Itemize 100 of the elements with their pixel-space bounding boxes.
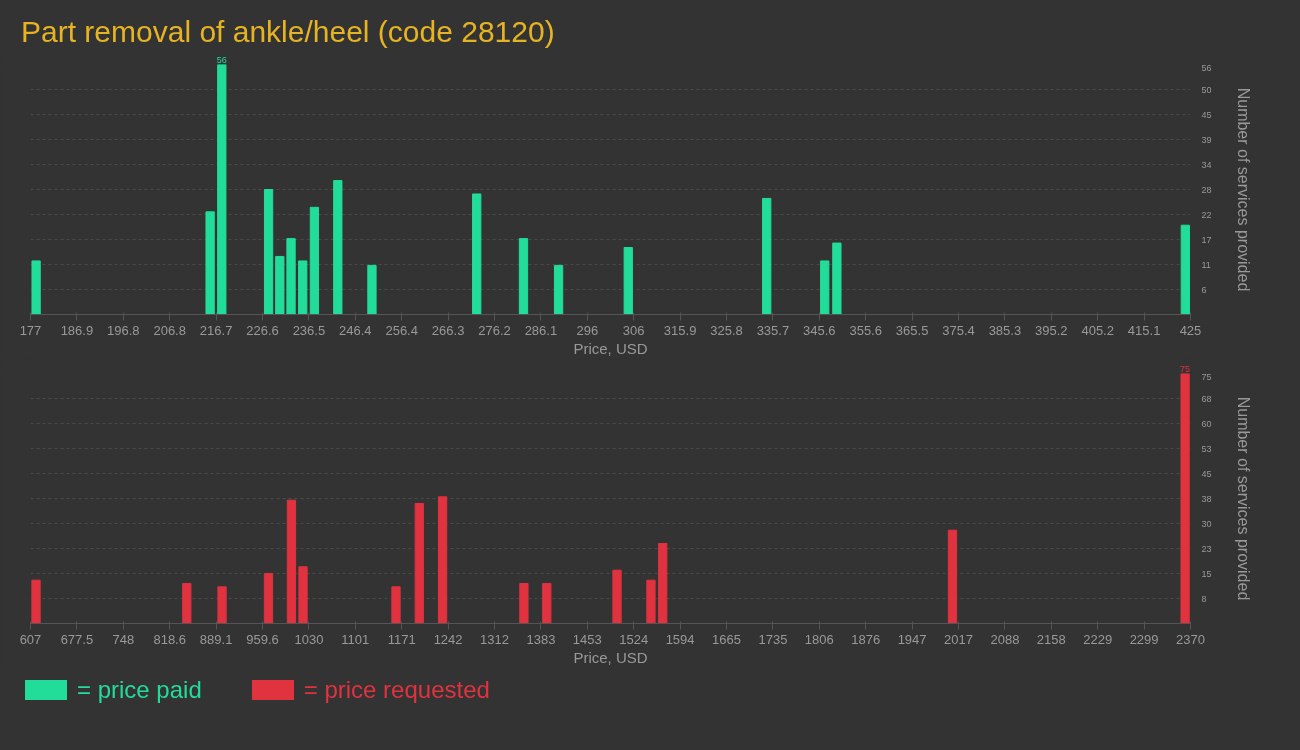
x-tick-label: 2088 — [990, 631, 1020, 647]
chart-title: Part removal of ankle/heel (code 28120) — [21, 14, 555, 50]
x-tick-label: 345.6 — [803, 322, 836, 338]
bar — [263, 573, 274, 624]
x-tick-label: 1453 — [572, 631, 602, 647]
x-tick-label: 266.3 — [431, 322, 465, 338]
bar — [182, 583, 192, 624]
x-tick-label: 1030 — [294, 631, 324, 647]
data-label: 56 — [216, 54, 227, 65]
x-axis-title: Price, USD — [573, 648, 648, 666]
bar — [646, 579, 656, 624]
y-axis-title: Number of services provided — [1234, 396, 1252, 601]
y-tick-label: 45 — [1201, 468, 1212, 479]
x-tick-label: 256.4 — [385, 322, 418, 338]
x-tick-label: 959.6 — [246, 631, 279, 647]
x-tick-label: 405.2 — [1081, 322, 1114, 338]
bar — [286, 499, 297, 624]
y-axis-title: Number of services provided — [1234, 87, 1252, 292]
y-tick-label: 60 — [1201, 418, 1212, 429]
y-tick-label: 15 — [1201, 568, 1212, 579]
x-tick-label: 206.8 — [153, 322, 186, 338]
y-tick-label: 68 — [1201, 393, 1212, 404]
bar — [832, 242, 842, 315]
bar — [762, 197, 772, 315]
y-tick-label: 39 — [1201, 134, 1212, 145]
bar — [947, 529, 958, 624]
x-tick-label: 286.1 — [524, 322, 558, 338]
x-tick-label: 335.7 — [756, 322, 790, 338]
bar — [31, 579, 41, 624]
bar — [1180, 224, 1190, 315]
y-tick-label: 11 — [1201, 259, 1211, 270]
x-tick-label: 1947 — [897, 631, 927, 647]
x-tick-label: 2017 — [944, 631, 973, 647]
bar — [1180, 373, 1190, 624]
y-tick-label: 53 — [1201, 443, 1212, 454]
x-tick-label: 365.5 — [895, 322, 929, 338]
bar — [298, 260, 308, 315]
x-tick-label: 415.1 — [1127, 322, 1161, 338]
bar — [309, 206, 320, 315]
x-tick-label: 818.6 — [153, 631, 186, 647]
x-tick-label: 296 — [576, 322, 599, 338]
x-tick-label: 375.4 — [942, 322, 975, 338]
x-tick-label: 196.8 — [107, 322, 140, 338]
x-tick-label: 385.3 — [988, 322, 1022, 338]
x-tick-label: 306 — [622, 322, 645, 338]
y-tick-label: 22 — [1201, 209, 1212, 220]
y-tick-label: 45 — [1201, 109, 1212, 120]
y-tick-label: 23 — [1201, 543, 1212, 554]
x-tick-label: 1242 — [433, 631, 463, 647]
x-tick-label: 226.6 — [246, 322, 279, 338]
x-tick-label: 276.2 — [478, 322, 511, 338]
x-tick-label: 1383 — [526, 631, 556, 647]
x-tick-label: 2158 — [1036, 631, 1066, 647]
x-tick-label: 355.6 — [849, 322, 882, 338]
bar — [437, 496, 448, 624]
bar — [542, 583, 552, 624]
x-tick-label: 325.8 — [710, 322, 743, 338]
y-tick-label: 38 — [1201, 493, 1212, 504]
x-tick-label: 395.2 — [1035, 322, 1068, 338]
bar — [518, 238, 529, 315]
x-tick-label: 1594 — [665, 631, 695, 647]
x-tick-label: 1171 — [387, 631, 416, 647]
bar — [31, 260, 41, 315]
bar — [472, 193, 482, 315]
x-tick-label: 677.5 — [60, 631, 94, 647]
y-tick-label: 30 — [1201, 518, 1212, 529]
legend-label: = price requested — [303, 675, 490, 705]
x-tick-label: 315.9 — [663, 322, 697, 338]
x-tick-label: 1524 — [619, 631, 649, 647]
bar — [205, 211, 215, 315]
bar — [612, 569, 622, 624]
bar — [553, 264, 564, 315]
x-tick-label: 889.1 — [199, 631, 233, 647]
x-tick-label: 748 — [112, 631, 135, 647]
bar — [298, 566, 308, 624]
x-tick-label: 1101 — [341, 631, 370, 647]
bar — [623, 247, 633, 315]
x-tick-label: 425 — [1179, 322, 1202, 338]
bar — [367, 264, 377, 315]
data-label: 75 — [1180, 363, 1191, 374]
x-tick-label: 1665 — [712, 631, 741, 647]
x-tick-label: 246.4 — [339, 322, 372, 338]
y-tick-label: 28 — [1201, 184, 1212, 195]
y-tick-label: 75 — [1201, 371, 1212, 382]
bar — [391, 586, 401, 624]
x-tick-label: 186.9 — [60, 322, 94, 338]
x-axis-title: Price, USD — [573, 339, 648, 357]
bar — [217, 64, 227, 315]
x-tick-label: 607 — [19, 631, 42, 647]
x-tick-label: 2370 — [1176, 631, 1205, 647]
x-tick-label: 1876 — [851, 631, 881, 647]
y-tick-label: 56 — [1201, 62, 1212, 73]
y-tick-label: 50 — [1201, 84, 1212, 95]
x-tick-label: 216.7 — [199, 322, 233, 338]
bar — [519, 583, 529, 624]
x-tick-label: 1735 — [758, 631, 788, 647]
x-tick-label: 1312 — [480, 631, 509, 647]
y-tick-label: 6 — [1201, 284, 1207, 295]
x-tick-label: 1806 — [804, 631, 834, 647]
bar — [658, 543, 668, 624]
